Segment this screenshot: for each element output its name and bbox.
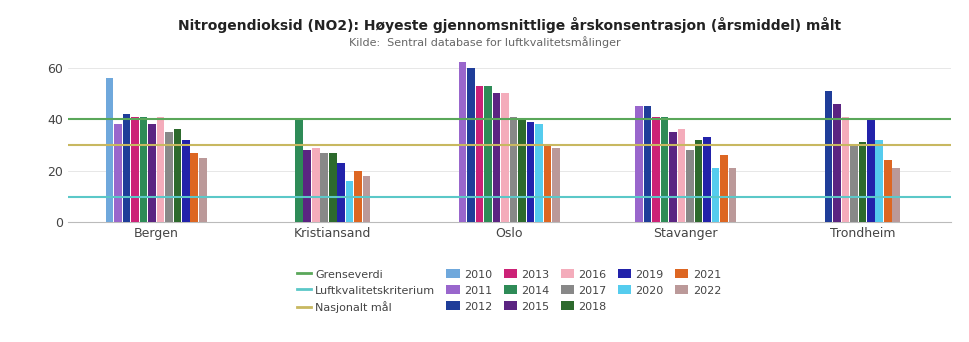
Bar (660, 117, 668, 222)
Text: Kilde:  Sentral database for luftkvalitetsmålinger: Kilde: Sentral database for luftkvalitet… (349, 36, 620, 48)
Legend: Grenseverdi, Luftkvalitetskriterium, Nasjonalt mål, 2010, 2011, 2012, 2013, 2014: Grenseverdi, Luftkvalitetskriterium, Nas… (293, 265, 725, 317)
Bar (866, 119, 874, 222)
Bar (148, 124, 156, 222)
Bar (875, 140, 882, 222)
Bar (320, 153, 328, 222)
Bar (475, 86, 483, 222)
Bar (362, 176, 370, 222)
Bar (551, 147, 559, 222)
Bar (832, 104, 840, 222)
Bar (501, 93, 509, 222)
Bar (467, 68, 475, 222)
Bar (841, 117, 848, 222)
Bar (140, 117, 147, 222)
Bar (643, 106, 651, 222)
Bar (535, 124, 543, 222)
Bar (543, 145, 550, 222)
Bar (328, 153, 336, 222)
Bar (703, 137, 710, 222)
Bar (883, 160, 891, 222)
Bar (509, 117, 516, 222)
Bar (517, 119, 525, 222)
Bar (677, 130, 685, 222)
Bar (173, 130, 181, 222)
Bar (891, 168, 899, 222)
Bar (484, 86, 491, 222)
Bar (295, 119, 302, 222)
Bar (346, 181, 353, 222)
Bar (190, 153, 198, 222)
Bar (694, 140, 702, 222)
Bar (685, 150, 693, 222)
Title: Nitrogendioksid (NO2): Høyeste gjennomsnittlige årskonsentrasjon (årsmiddel) mål: Nitrogendioksid (NO2): Høyeste gjennomsn… (177, 17, 840, 33)
Bar (165, 132, 172, 222)
Bar (106, 78, 113, 222)
Bar (824, 91, 831, 222)
Bar (669, 132, 676, 222)
Bar (728, 168, 735, 222)
Bar (458, 63, 466, 222)
Bar (526, 122, 534, 222)
Bar (719, 155, 727, 222)
Bar (131, 117, 139, 222)
Bar (182, 140, 190, 222)
Bar (303, 150, 311, 222)
Bar (122, 114, 130, 222)
Bar (114, 124, 122, 222)
Bar (858, 142, 865, 222)
Bar (651, 117, 659, 222)
Bar (199, 158, 206, 222)
Bar (156, 117, 164, 222)
Bar (312, 147, 319, 222)
Bar (354, 171, 361, 222)
Bar (337, 163, 345, 222)
Bar (492, 93, 500, 222)
Bar (711, 168, 719, 222)
Bar (849, 145, 857, 222)
Bar (635, 106, 642, 222)
